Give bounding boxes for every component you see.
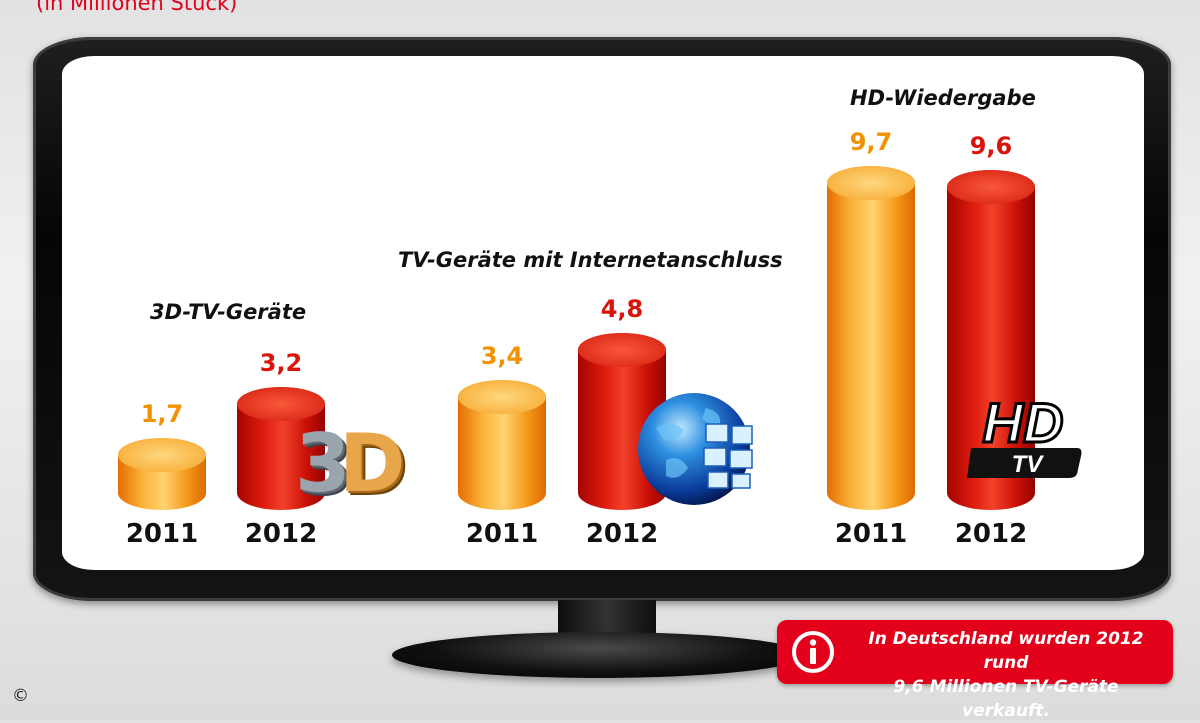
3d-logo-3: 3 [295,417,351,510]
value-label-hd-2011: 9,7 [849,128,893,157]
year-label-hd-2011: 2011 [834,519,908,549]
3d-icon: 3 D [293,417,405,510]
chart-subtitle: (in Millionen Stück) [36,0,238,15]
year-label-3d-2011: 2011 [125,519,199,549]
hd-logo-tv-text: TV [1012,451,1045,478]
year-label-internet-2012: 2012 [585,519,659,549]
value-label-internet-2012: 4,8 [600,294,644,323]
value-label-internet-2011: 3,4 [480,342,524,371]
copyright-symbol: © [12,686,29,706]
hd-logo-text: HD [983,392,1064,454]
group-title-3d: 3D-TV-Geräte [150,300,307,324]
bar-internet-2011 [458,380,546,510]
bar-3d-2011 [118,438,206,510]
info-line-1: In Deutschland wurden 2012 rund [868,629,1144,673]
bar-hd-2011 [827,166,915,510]
group-title-hd: HD-Wiedergabe [850,86,1036,110]
globe-network-icon [638,393,753,505]
info-text: In Deutschland wurden 2012 rund 9,6 Mill… [847,627,1165,723]
info-line-2: 9,6 Millionen TV-Geräte verkauft. [893,677,1119,721]
hd-tv-logo: HD TV [967,392,1082,478]
bar-3d-2012 [237,387,325,510]
3d-logo-d: D [339,417,406,510]
year-label-3d-2012: 2012 [244,519,318,549]
year-label-internet-2011: 2011 [465,519,539,549]
value-label-hd-2012: 9,6 [969,131,1013,160]
info-icon [792,631,834,673]
value-label-3d-2011: 1,7 [140,400,184,429]
info-box: In Deutschland wurden 2012 rund 9,6 Mill… [777,620,1173,721]
year-label-hd-2012: 2012 [954,519,1028,549]
group-title-internet: TV-Geräte mit Internetanschluss [398,248,783,272]
tv-stand-base [392,632,806,678]
value-label-3d-2012: 3,2 [259,349,303,378]
